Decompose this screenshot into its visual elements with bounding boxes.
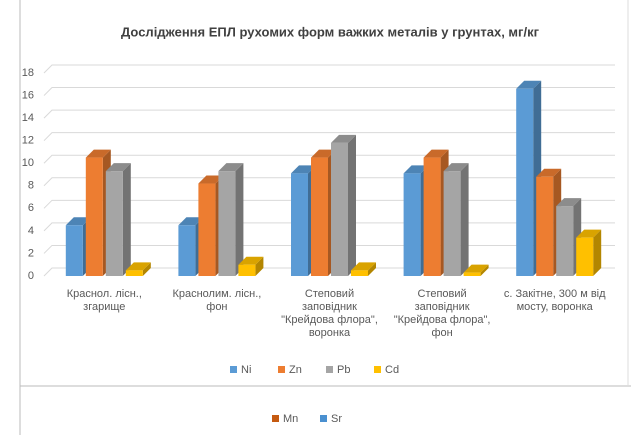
bar-top: [125, 262, 151, 271]
legend-swatch: [230, 366, 237, 373]
legend-swatch: [278, 366, 285, 373]
bar-top: [331, 134, 356, 143]
chart-title: Дослідження ЕПЛ рухомих форм важких мета…: [121, 24, 540, 39]
bar-side: [460, 163, 469, 276]
legend-label: Ni: [241, 364, 251, 376]
x-tick-label: Степовий заповідник "Крейдова флора", во…: [281, 288, 378, 339]
x-tick-label: Краснолим. лісн., фон: [172, 288, 262, 313]
y-tick-label: 16: [22, 89, 34, 101]
bar: [576, 237, 594, 276]
bar-top: [403, 165, 429, 174]
legend-label: Pb: [337, 364, 350, 376]
bar-side: [348, 134, 356, 276]
legend-label: Cd: [385, 364, 399, 376]
y-tick-label: 18: [22, 67, 34, 79]
y-tick-label: 12: [22, 135, 34, 147]
legend-label: Sr: [331, 413, 342, 425]
y-tick-label: 8: [28, 180, 34, 192]
bar: [85, 157, 103, 276]
bar-top: [576, 229, 602, 238]
bar: [516, 88, 534, 277]
legend-swatch: [320, 415, 327, 422]
x-tick-label: Степовий заповідник "Крейдова флора", фо…: [393, 288, 491, 339]
bar: [178, 225, 196, 276]
bar-top: [423, 149, 449, 158]
x-tick-label: с. Закітне, 300 м від мосту, воронка: [503, 288, 606, 313]
bar: [291, 173, 308, 276]
bar: [403, 173, 421, 276]
y-tick-label: 0: [28, 270, 34, 282]
y-tick-label: 10: [22, 157, 34, 169]
bar-top: [198, 175, 224, 184]
bar-top: [218, 163, 244, 172]
bar-top: [351, 262, 376, 271]
bar: [536, 176, 554, 276]
bar: [218, 171, 236, 276]
legend-swatch: [272, 415, 279, 422]
bar-side: [593, 229, 602, 276]
bar-side: [368, 262, 376, 276]
bar-top: [311, 149, 336, 158]
bar-top: [556, 198, 582, 207]
bar-side: [235, 163, 244, 276]
grid-line: [43, 132, 615, 142]
grid-line: [43, 64, 615, 74]
bar: [105, 171, 123, 276]
x-tick-label: Краснол. лісн., згарище: [66, 288, 142, 313]
bar-top: [443, 163, 469, 172]
bar-top: [463, 264, 489, 273]
bar: [423, 157, 441, 276]
grid-line: [43, 87, 615, 96]
bar: [198, 183, 216, 276]
bar: [443, 171, 461, 276]
bar: [311, 157, 328, 276]
bar-top: [178, 217, 204, 226]
legend-swatch: [374, 366, 381, 373]
bar: [238, 264, 256, 276]
bar: [125, 270, 143, 276]
bar-top: [291, 165, 316, 174]
bar: [351, 270, 368, 276]
bar-top: [105, 163, 131, 172]
y-tick-label: 6: [28, 202, 34, 214]
bar-top: [85, 149, 111, 158]
bar-side: [255, 256, 264, 276]
bar: [463, 272, 481, 276]
bar-side: [142, 262, 151, 276]
bar-side: [480, 264, 489, 276]
bar-side: [122, 163, 131, 276]
legend-swatch: [326, 366, 333, 373]
bar: [331, 142, 348, 276]
y-tick-label: 4: [28, 225, 34, 237]
bar-top: [536, 168, 562, 177]
bar-top: [65, 217, 91, 226]
grid-line: [43, 109, 615, 119]
bar-top: [516, 80, 542, 89]
legend-label: Zn: [289, 364, 302, 376]
bar-top: [238, 256, 264, 265]
y-tick-label: 14: [22, 112, 34, 124]
y-tick-label: 2: [28, 247, 34, 259]
bar: [556, 206, 574, 276]
bar: [65, 225, 83, 276]
legend-label: Mn: [283, 413, 298, 425]
